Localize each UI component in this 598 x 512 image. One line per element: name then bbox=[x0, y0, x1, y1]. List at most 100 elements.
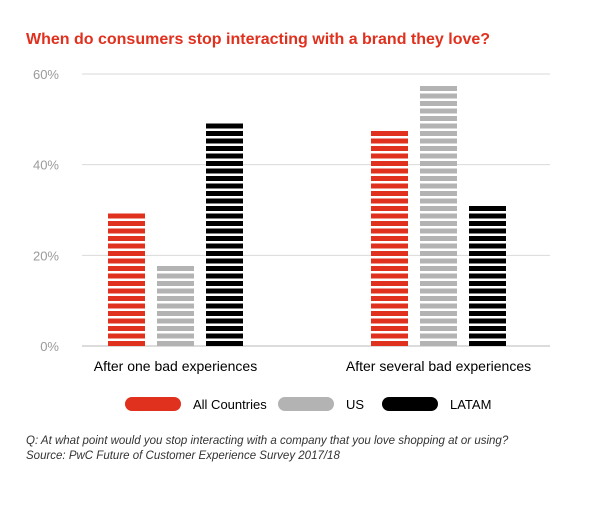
bar-stripe bbox=[469, 266, 506, 271]
bar-stripe bbox=[420, 116, 457, 121]
bar-stripe bbox=[420, 108, 457, 114]
bar-stripe bbox=[108, 251, 145, 256]
bar-stripe bbox=[371, 198, 408, 204]
bar-stripe bbox=[420, 183, 457, 189]
bar-stripe bbox=[420, 273, 457, 279]
bar-stripe bbox=[206, 123, 243, 129]
bar-stripe bbox=[206, 198, 243, 204]
bar-stripe bbox=[420, 318, 457, 324]
bar-stripe bbox=[420, 153, 457, 159]
bar-stripe bbox=[206, 296, 243, 301]
bar-stripe bbox=[420, 266, 457, 271]
bar-stripe bbox=[157, 266, 194, 271]
bar-stripe bbox=[420, 138, 457, 144]
bar-stripe bbox=[469, 251, 506, 256]
bar-stripe bbox=[206, 168, 243, 174]
bars bbox=[108, 86, 506, 346]
bar-stripe bbox=[206, 131, 243, 136]
y-tick-label: 60% bbox=[33, 67, 59, 82]
bar-stripe bbox=[157, 311, 194, 316]
legend-swatch-latam bbox=[382, 397, 438, 411]
bar-stripe bbox=[108, 228, 145, 234]
bar-stripe bbox=[206, 138, 243, 144]
bar-stripe bbox=[420, 281, 457, 286]
bar-stripe bbox=[469, 228, 506, 234]
category-label: After several bad experiences bbox=[346, 358, 531, 374]
bar-stripe bbox=[371, 258, 408, 264]
bar-stripe bbox=[371, 168, 408, 174]
footnote: Q: At what point would you stop interact… bbox=[26, 434, 586, 464]
bar-stripe bbox=[206, 281, 243, 286]
bar-stripe bbox=[469, 213, 506, 219]
bar-stripe bbox=[371, 281, 408, 286]
bar-stripe bbox=[469, 258, 506, 264]
bar-stripe bbox=[420, 93, 457, 99]
footnote-question: Q: At what point would you stop interact… bbox=[26, 435, 509, 447]
bar-stripe bbox=[206, 303, 243, 309]
bar-stripe bbox=[469, 243, 506, 249]
bar-stripe bbox=[420, 206, 457, 211]
bar-stripe bbox=[206, 221, 243, 226]
bar-stripe bbox=[420, 303, 457, 309]
bar-stripe bbox=[108, 303, 145, 309]
bar-stripe bbox=[469, 236, 506, 241]
bar-stripe bbox=[206, 266, 243, 271]
bar-stripe bbox=[206, 161, 243, 166]
bar-stripe bbox=[420, 326, 457, 331]
bar-stripe bbox=[206, 273, 243, 279]
bar-stripe bbox=[469, 296, 506, 301]
bar-stripe bbox=[371, 273, 408, 279]
bar-stripe bbox=[157, 326, 194, 331]
bar-stripe bbox=[420, 198, 457, 204]
bar-stripe bbox=[206, 341, 243, 346]
bar-chart: 0%20%40%60% After one bad experiences Aft… bbox=[33, 67, 550, 374]
bar-stripe bbox=[420, 243, 457, 249]
y-tick-label: 0% bbox=[40, 339, 59, 354]
bar-stripe bbox=[206, 311, 243, 316]
bar-stripe bbox=[420, 191, 457, 196]
bar-stripe bbox=[469, 318, 506, 324]
bar-stripe bbox=[371, 303, 408, 309]
bar-stripe bbox=[371, 333, 408, 339]
legend-swatch-us bbox=[278, 397, 334, 411]
y-axis-ticks: 0% 20% 40% 60% bbox=[33, 67, 59, 354]
bar-stripe bbox=[371, 146, 408, 151]
bar-us-1 bbox=[157, 266, 194, 346]
bar-stripe bbox=[157, 288, 194, 294]
bar-stripe bbox=[469, 206, 506, 211]
bar-stripe bbox=[420, 311, 457, 316]
bar-stripe bbox=[469, 333, 506, 339]
bar-stripe bbox=[206, 326, 243, 331]
legend-label-all-countries: All Countries bbox=[193, 396, 267, 412]
bar-stripe bbox=[420, 288, 457, 294]
bar-stripe bbox=[108, 333, 145, 339]
bar-stripe bbox=[206, 228, 243, 234]
bar-stripe bbox=[420, 213, 457, 219]
bar-stripe bbox=[469, 273, 506, 279]
bar-stripe bbox=[108, 296, 145, 301]
bar-latam-1 bbox=[206, 123, 243, 346]
bar-stripe bbox=[206, 206, 243, 211]
bar-stripe bbox=[206, 318, 243, 324]
bar-stripe bbox=[206, 258, 243, 264]
legend: All Countries US LATAM bbox=[0, 392, 598, 416]
bar-stripe bbox=[371, 318, 408, 324]
bar-stripe bbox=[371, 131, 408, 136]
bar-stripe bbox=[157, 303, 194, 309]
bar-stripe bbox=[206, 236, 243, 241]
bar-stripe bbox=[469, 281, 506, 286]
legend-item-us: US bbox=[278, 392, 364, 416]
y-tick-label: 40% bbox=[33, 158, 59, 173]
bar-us-2 bbox=[420, 86, 457, 346]
bar-stripe bbox=[371, 243, 408, 249]
bar-stripe bbox=[420, 258, 457, 264]
bar-stripe bbox=[371, 251, 408, 256]
bar-stripe bbox=[371, 206, 408, 211]
legend-item-latam: LATAM bbox=[382, 392, 491, 416]
bar-stripe bbox=[157, 281, 194, 286]
bar-latam-2 bbox=[469, 206, 506, 346]
bar-stripe bbox=[157, 341, 194, 346]
bar-stripe bbox=[206, 243, 243, 249]
bar-stripe bbox=[469, 311, 506, 316]
bar-stripe bbox=[371, 161, 408, 166]
